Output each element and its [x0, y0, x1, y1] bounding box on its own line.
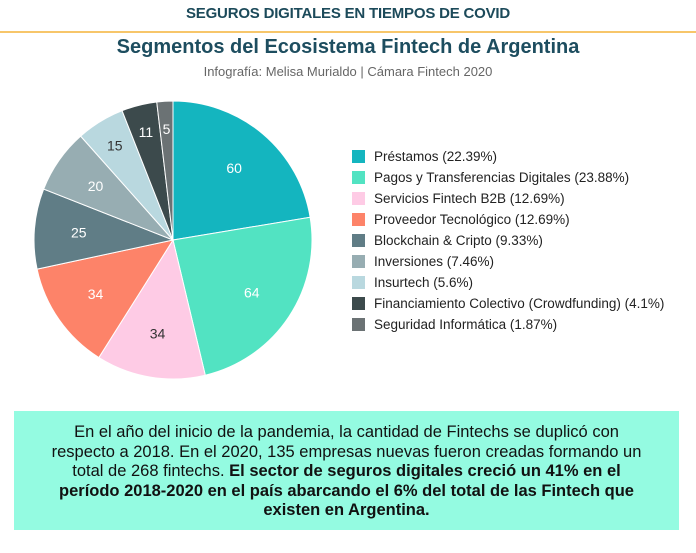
legend-swatch — [352, 276, 365, 289]
note-box: En el año del inicio de la pandemia, la … — [14, 411, 679, 530]
legend-swatch — [352, 171, 365, 184]
legend-item: Blockchain & Cripto (9.33%) — [352, 230, 664, 251]
slice-value-label: 11 — [139, 124, 154, 140]
pie-slice — [172, 100, 311, 241]
legend-label: Seguridad Informática (1.87%) — [374, 317, 558, 332]
legend-label: Préstamos (22.39%) — [374, 149, 498, 164]
legend-label: Blockchain & Cripto (9.33%) — [374, 233, 543, 248]
slice-value-label: 5 — [163, 121, 171, 137]
chart-title: Segmentos del Ecosistema Fintech de Arge… — [116, 36, 580, 58]
legend-item: Pagos y Transferencias Digitales (23.88%… — [352, 167, 664, 188]
legend-swatch — [352, 213, 365, 226]
slice-value-label: 60 — [226, 160, 242, 176]
legend-label: Financiamiento Colectivo (Crowdfunding) … — [374, 296, 665, 311]
legend-swatch — [352, 192, 365, 205]
banner: SEGUROS DIGITALES EN TIEMPOS DE COVID — [0, 0, 696, 33]
note-bold-text: El sector de seguros digitales creció un… — [59, 462, 634, 519]
slice-value-label: 34 — [150, 325, 166, 341]
legend-label: Insurtech (5.6%) — [374, 275, 474, 290]
legend-label: Proveedor Tecnológico (12.69%) — [374, 212, 570, 227]
legend-swatch — [352, 297, 365, 310]
slice-value-label: 20 — [88, 178, 104, 194]
pie-slice — [156, 100, 174, 241]
pie-chart: 60 64 34 34 25 20 15 11 5 — [33, 100, 313, 380]
chart-subtitle: Infografía: Melisa Murialdo | Cámara Fin… — [203, 64, 493, 79]
legend-label: Inversiones (7.46%) — [374, 254, 495, 269]
slice-value-label: 64 — [244, 284, 260, 300]
legend-item: Insurtech (5.6%) — [352, 272, 664, 293]
legend-item: Inversiones (7.46%) — [352, 251, 664, 272]
legend-label: Pagos y Transferencias Digitales (23.88%… — [374, 170, 630, 185]
legend-item: Proveedor Tecnológico (12.69%) — [352, 209, 664, 230]
legend-swatch — [352, 150, 365, 163]
pie-slice — [98, 238, 206, 380]
legend-item: Seguridad Informática (1.87%) — [352, 314, 664, 335]
slice-value-label: 15 — [107, 137, 123, 153]
banner-text: SEGUROS DIGITALES EN TIEMPOS DE COVID — [185, 5, 511, 22]
legend: Préstamos (22.39%) Pagos y Transferencias… — [352, 146, 664, 335]
legend-item: Préstamos (22.39%) — [352, 146, 664, 167]
pie-slice — [33, 188, 175, 270]
slice-value-label: 34 — [88, 286, 104, 302]
note-text: En el año del inicio de la pandemia, la … — [51, 423, 642, 480]
legend-item: Servicios Fintech B2B (12.69%) — [352, 188, 664, 209]
legend-swatch — [352, 318, 365, 331]
legend-swatch — [352, 234, 365, 247]
legend-label: Servicios Fintech B2B (12.69%) — [374, 191, 565, 206]
legend-swatch — [352, 255, 365, 268]
pie-slice — [36, 239, 175, 359]
slice-value-label: 25 — [71, 224, 87, 240]
legend-item: Financiamiento Colectivo (Crowdfunding) … — [352, 293, 664, 314]
pie-slice — [172, 216, 313, 376]
